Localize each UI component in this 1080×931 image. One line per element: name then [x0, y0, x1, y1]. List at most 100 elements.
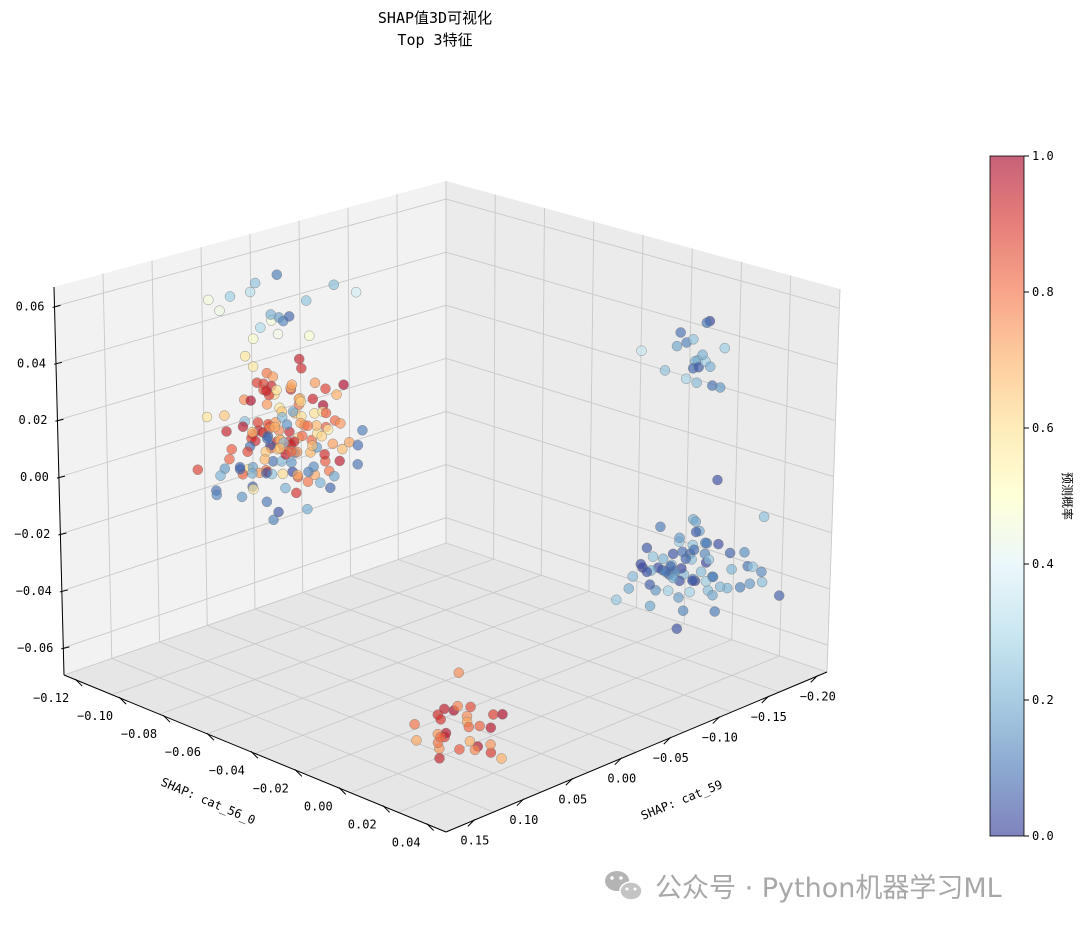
- scatter-point: [247, 361, 259, 372]
- scatter-point: [292, 469, 303, 481]
- scatter-point: [286, 446, 297, 457]
- scatter-point: [327, 438, 339, 450]
- colorbar: [990, 156, 1024, 836]
- scatter-point: [259, 454, 271, 465]
- scatter-point: [435, 714, 446, 725]
- scatter-point: [288, 436, 300, 447]
- y-tick-label: 0.00: [607, 772, 636, 786]
- y-tick-label: 0.15: [460, 833, 489, 847]
- scatter-point: [773, 590, 785, 601]
- scatter-point: [709, 606, 720, 617]
- colorbar-tick-label: 1.0: [1032, 149, 1054, 163]
- scatter-point: [236, 491, 248, 503]
- scatter-point: [302, 420, 313, 432]
- x-tick-label: −0.08: [121, 727, 157, 741]
- scatter-point: [271, 384, 282, 396]
- scatter-point: [452, 700, 463, 712]
- scatter-point: [667, 548, 679, 560]
- scatter-point: [690, 526, 702, 538]
- scatter-point: [320, 383, 331, 394]
- floor-pane: [64, 543, 827, 832]
- scatter-point: [283, 311, 295, 322]
- scatter-point: [325, 482, 336, 494]
- z-tick-label: 0.04: [17, 356, 46, 370]
- scatter-point: [302, 503, 313, 515]
- scatter-point: [691, 377, 702, 388]
- watermark: 公众号 · Python机器学习ML: [605, 871, 1002, 904]
- scatter-point: [286, 379, 298, 390]
- scatter-point: [409, 719, 420, 730]
- scatter-point: [277, 468, 289, 480]
- scatter-point: [304, 330, 315, 342]
- y-axis-label: SHAP: cat_59: [639, 777, 725, 822]
- x-tick-label: −0.06: [165, 745, 201, 759]
- scatter-point: [352, 439, 364, 451]
- scatter-point: [234, 461, 246, 473]
- scatter-point: [739, 547, 750, 558]
- scatter-point: [465, 701, 476, 713]
- scatter-point: [328, 279, 340, 291]
- scatter-point: [335, 418, 346, 429]
- scatter-point: [274, 442, 286, 454]
- scatter-point: [673, 592, 684, 603]
- scatter-point: [291, 487, 302, 499]
- scatter-point: [700, 537, 711, 549]
- scatter-point: [247, 426, 258, 438]
- scatter-point: [677, 546, 688, 558]
- scatter-point: [687, 575, 698, 586]
- scatter-point: [690, 516, 702, 527]
- scatter-point: [211, 489, 223, 501]
- scatter-point: [192, 464, 204, 475]
- scatter-point: [714, 581, 726, 593]
- scatter-point: [322, 424, 334, 435]
- colorbar-tick-label: 0.8: [1032, 285, 1054, 299]
- scatter-point: [252, 417, 264, 428]
- scatter-point: [688, 544, 700, 556]
- scatter-point: [226, 444, 237, 455]
- scatter-point: [300, 295, 312, 306]
- scatter-point: [671, 340, 683, 352]
- scatter-point: [724, 547, 736, 559]
- scatter-point: [338, 379, 349, 390]
- scatter-point: [474, 720, 485, 732]
- scatter-point: [215, 470, 226, 481]
- x-tick-label: −0.10: [77, 709, 113, 723]
- x-tick-label: −0.04: [209, 763, 245, 777]
- scatter-point: [756, 576, 768, 588]
- scatter-point: [315, 477, 326, 488]
- x-tick-label: −0.12: [33, 691, 69, 705]
- scatter-point: [350, 286, 362, 298]
- scatter-point: [464, 736, 476, 747]
- colorbar-frame: [989, 155, 1025, 837]
- scatter-point: [331, 389, 342, 400]
- scatter-point: [203, 294, 214, 306]
- scatter-point: [307, 393, 319, 405]
- scatter-point: [713, 538, 724, 550]
- scatter-point: [647, 551, 659, 562]
- scatter-point: [688, 334, 699, 345]
- scatter-point: [221, 426, 232, 437]
- scatter-point: [272, 328, 284, 340]
- scatter-point: [680, 373, 692, 385]
- scatter-point: [756, 566, 767, 578]
- scatter-point: [644, 579, 656, 590]
- scatter-point: [747, 561, 758, 573]
- scatter-point: [671, 623, 683, 634]
- axis-edges: [53, 286, 828, 833]
- scatter-point: [655, 521, 666, 533]
- scatter-point: [261, 399, 273, 410]
- scatter-point: [411, 735, 422, 746]
- scatter-point: [707, 589, 718, 601]
- scatter-point: [261, 467, 272, 479]
- scatter-point: [237, 421, 249, 432]
- scatter-point: [309, 377, 321, 389]
- y-tick-label: −0.05: [653, 751, 689, 765]
- scatter-point: [265, 309, 276, 320]
- x-tick-label: 0.04: [392, 836, 421, 850]
- y-tick-label: −0.20: [800, 689, 836, 703]
- scatter-point: [296, 430, 308, 442]
- scatter-point: [247, 468, 258, 479]
- scatter-point: [712, 474, 723, 486]
- scatter-point: [758, 511, 770, 523]
- scatter-point: [273, 506, 284, 518]
